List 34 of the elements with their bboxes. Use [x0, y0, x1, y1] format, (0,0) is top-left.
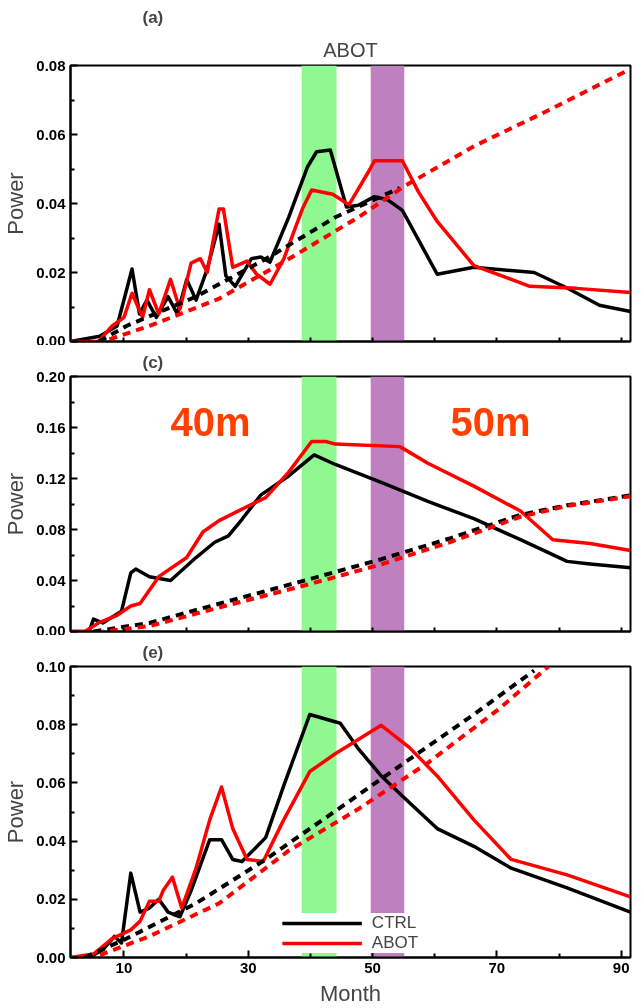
x-tick-label: 30: [239, 958, 257, 976]
y-axis-title: Power: [3, 172, 29, 235]
y-tick-label: 0.08: [36, 520, 66, 538]
y-tick-label: 0.04: [36, 194, 67, 212]
x-tick-label: 10: [115, 958, 133, 976]
y-tick-label: 0.06: [36, 125, 66, 143]
x-axis-title: Month: [319, 980, 382, 1006]
chart-title: (a): [142, 7, 164, 27]
y-tick-label: 0.08: [36, 715, 66, 733]
legend-label: ABOT: [371, 933, 419, 953]
y-tick-label: 0.20: [36, 367, 66, 385]
y-tick-label: 0.04: [36, 571, 67, 589]
x-tick-label: 90: [612, 958, 630, 976]
chart-title: (c): [142, 352, 164, 372]
y-tick-label: 0.04: [36, 832, 67, 850]
y-tick-label: 0.00: [36, 948, 66, 966]
y-tick-label: 0.08: [36, 56, 66, 74]
y-tick-label: 0.12: [36, 469, 66, 487]
y-axis-title: Power: [3, 472, 29, 536]
y-tick-label: 0.06: [36, 773, 66, 791]
x-tick-label: 70: [488, 958, 506, 976]
y-tick-label: 0.16: [36, 418, 66, 436]
y-tick-label: 0.00: [36, 331, 66, 349]
y-tick-label: 0.02: [36, 890, 66, 908]
y-tick-label: 0.10: [36, 657, 66, 675]
y-tick-label: 0.00: [36, 621, 66, 639]
annotation: 40m: [170, 400, 251, 445]
legend-label: CTRL: [371, 913, 417, 933]
annotation: 50m: [450, 400, 531, 445]
x-tick-label: 50: [364, 958, 381, 976]
chart-title: (e): [142, 642, 164, 662]
text: ABOT: [323, 38, 378, 61]
y-axis-title: Power: [3, 780, 29, 844]
y-tick-label: 0.02: [36, 263, 66, 281]
